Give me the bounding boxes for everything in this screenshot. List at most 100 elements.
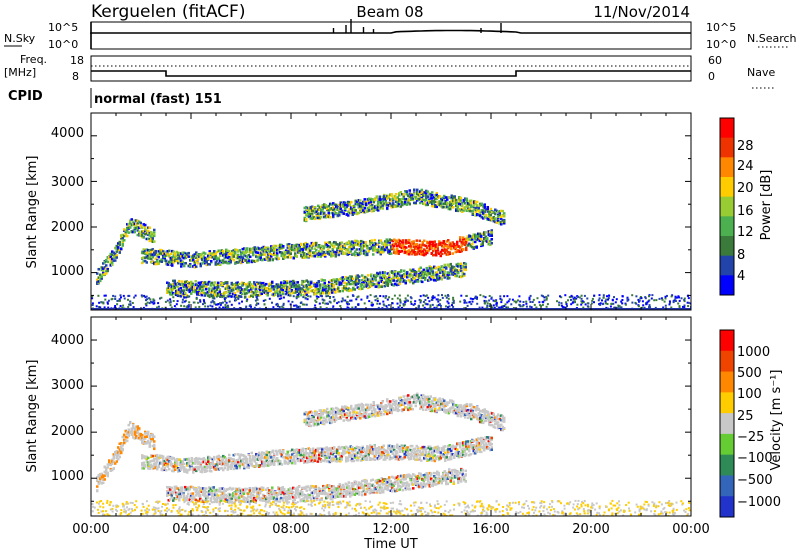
scatter-cell (425, 273, 428, 276)
scatter-cell (280, 251, 283, 254)
colorbar-segment (720, 137, 734, 158)
scatter-cell (410, 278, 413, 281)
scatter-cell (262, 289, 265, 292)
scatter-cell (336, 249, 339, 252)
noise-cell (187, 304, 190, 307)
scatter-cell (368, 279, 371, 283)
scatter-cell (473, 204, 476, 207)
scatter-cell (419, 193, 422, 196)
scatter-cell (406, 272, 409, 275)
noise-cell (580, 300, 583, 303)
scatter-cell (268, 256, 271, 259)
scatter-cell (372, 253, 375, 256)
noise-cell (451, 304, 453, 307)
scatter-cell (103, 266, 106, 269)
scatter-cell (293, 286, 296, 289)
scatter-cell (145, 251, 148, 254)
scatter-cell (393, 248, 396, 251)
scatter-cell (114, 246, 117, 250)
scatter-cell (450, 202, 453, 206)
scatter-cell (384, 248, 387, 252)
scatter-cell (450, 242, 453, 246)
scatter-cell (351, 211, 354, 214)
scatter-cell (220, 249, 223, 252)
noise-cell (287, 300, 290, 303)
noise-cell (228, 300, 231, 303)
scatter-cell (331, 282, 334, 286)
scatter-cell (453, 201, 456, 204)
scatter-cell (321, 210, 324, 214)
scatter-cell (253, 291, 256, 295)
scatter-cell (356, 286, 359, 289)
scatter-cell (241, 288, 244, 291)
noise-cell (683, 304, 686, 307)
scatter-cell (458, 268, 461, 272)
scatter-cell (425, 194, 428, 197)
scatter-cell (154, 457, 157, 461)
scatter-cell (227, 291, 230, 294)
noise-cell (606, 303, 609, 305)
scatter-cell (417, 193, 420, 197)
noise-cell (282, 304, 285, 307)
scatter-cell (283, 253, 286, 257)
scatter-cell (371, 207, 374, 210)
scatter-cell (402, 244, 405, 247)
scatter-cell (144, 226, 147, 229)
scatter-cell (320, 278, 323, 281)
scatter-cell (369, 203, 372, 207)
scatter-cell (388, 243, 391, 247)
scatter-cell (126, 223, 129, 226)
scatter-cell (449, 196, 452, 199)
scatter-cell (171, 261, 174, 265)
scatter-cell (236, 283, 239, 286)
scatter-cell (191, 290, 194, 293)
noise-cell (238, 302, 241, 305)
scatter-cell (471, 242, 474, 246)
scatter-cell (348, 241, 351, 245)
scatter-cell (216, 465, 219, 469)
scatter-cell (388, 276, 391, 280)
scatter-cell (167, 284, 170, 287)
freq-tick-bottom: 8 (72, 70, 79, 83)
scatter-cell (413, 280, 416, 283)
scatter-cell (299, 290, 302, 294)
scatter-cell (212, 289, 215, 292)
scatter-cell (432, 199, 435, 203)
scatter-cell (422, 198, 425, 201)
scatter-cell (426, 190, 429, 193)
noise-cell (107, 299, 110, 302)
scatter-cell (398, 198, 401, 201)
scatter-cell (406, 252, 409, 256)
scatter-cell (320, 290, 323, 293)
scatter-cell (203, 283, 206, 286)
noise-cell (558, 301, 561, 304)
scatter-cell (265, 246, 268, 250)
scatter-cell (449, 264, 452, 267)
noise-cell (438, 303, 441, 306)
scatter-cell (468, 237, 471, 241)
scatter-cell (346, 253, 349, 256)
noise-cell (169, 304, 172, 307)
scatter-cell (240, 261, 243, 264)
scatter-cell (375, 208, 378, 212)
scatter-cell (214, 464, 217, 468)
scatter-cell (151, 232, 154, 235)
scatter-cell (232, 249, 235, 252)
noise-cell (143, 294, 146, 297)
noise-cell (116, 303, 119, 306)
scatter-cell (127, 226, 130, 230)
scatter-cell (336, 205, 339, 208)
scatter-cell (147, 256, 150, 260)
scatter-cell (159, 454, 162, 457)
scatter-cell (278, 288, 281, 291)
scatter-cell (480, 202, 483, 206)
scatter-cell (443, 263, 446, 267)
scatter-cell (188, 285, 191, 289)
scatter-cell (479, 211, 482, 215)
scatter-cell (411, 198, 414, 202)
noise-cell (304, 296, 307, 299)
scatter-cell (455, 269, 458, 272)
scatter-cell (339, 207, 342, 211)
scatter-cell (199, 458, 202, 461)
scatter-cell (226, 249, 229, 253)
